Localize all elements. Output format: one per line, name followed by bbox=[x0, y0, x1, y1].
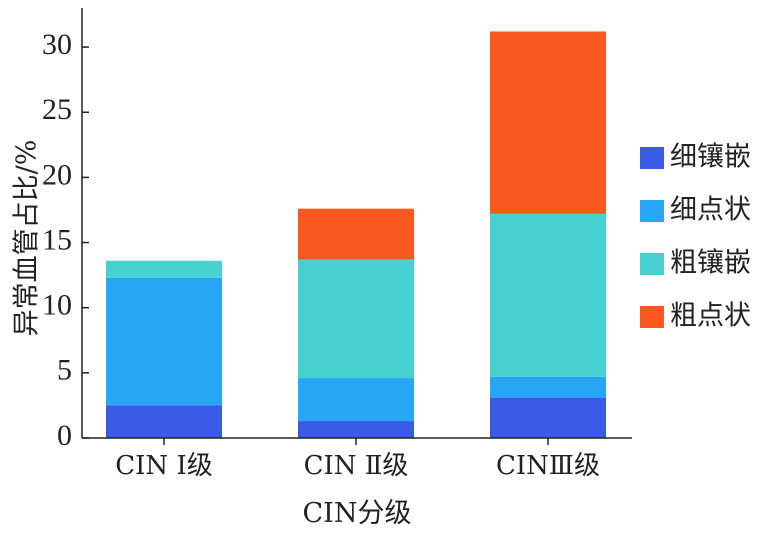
bar-segment bbox=[490, 31, 606, 214]
y-ticks: 0 5 10 15 20 25 30 bbox=[42, 28, 89, 452]
bar-segment bbox=[490, 376, 606, 398]
y-tick-label: 25 bbox=[42, 93, 72, 126]
legend-swatch bbox=[640, 200, 664, 222]
x-axis-title: CIN分级 bbox=[303, 498, 412, 529]
axes-layer bbox=[81, 8, 632, 439]
legend-swatch bbox=[640, 253, 664, 275]
bar-segment bbox=[298, 208, 414, 260]
y-axis-title: 异常血管占比/% bbox=[12, 140, 43, 337]
y-tick-label: 5 bbox=[57, 354, 72, 387]
legend-label: 细点状 bbox=[670, 195, 751, 226]
x-category-label: CIN Ⅰ级 bbox=[115, 451, 212, 481]
y-tick-label: 15 bbox=[42, 223, 72, 256]
x-category-labels: CIN Ⅰ级 CIN Ⅱ级 CINⅢ级 bbox=[115, 438, 600, 481]
bar-segment bbox=[490, 397, 606, 438]
bar-segment bbox=[106, 260, 222, 278]
x-category-label: CIN Ⅱ级 bbox=[304, 451, 409, 481]
y-tick-label: 20 bbox=[42, 158, 72, 191]
bar-segment bbox=[490, 213, 606, 377]
bar-segment bbox=[106, 405, 222, 438]
bar-segment bbox=[298, 259, 414, 379]
y-tick-label: 30 bbox=[42, 28, 72, 61]
bar-segment bbox=[298, 378, 414, 422]
legend-label: 细镶嵌 bbox=[670, 142, 751, 173]
bars-layer bbox=[106, 31, 606, 438]
legend-label: 粗点状 bbox=[670, 301, 751, 332]
x-category-label: CINⅢ级 bbox=[496, 451, 600, 481]
legend-swatch bbox=[640, 306, 664, 328]
y-tick-label: 0 bbox=[57, 419, 72, 452]
y-tick-label: 10 bbox=[42, 289, 72, 322]
bar-segment bbox=[106, 277, 222, 406]
legend-swatch bbox=[640, 147, 664, 169]
bar-segment bbox=[298, 421, 414, 438]
legend-label: 粗镶嵌 bbox=[670, 248, 751, 279]
